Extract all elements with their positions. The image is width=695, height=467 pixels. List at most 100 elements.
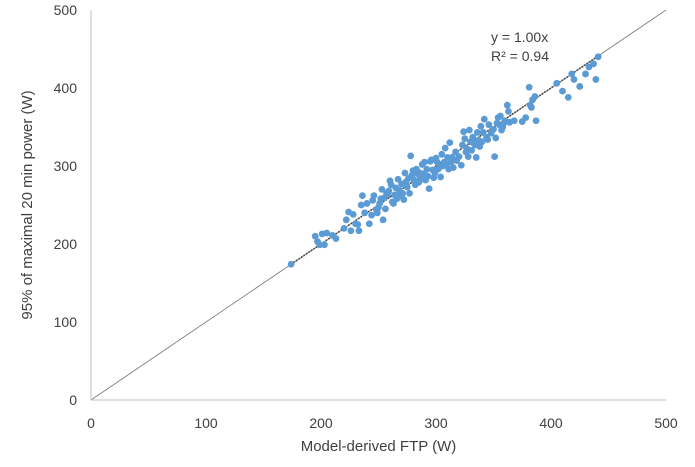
data-point (321, 241, 328, 249)
y-tick-label: 200 (54, 236, 78, 252)
y-tick-label: 0 (69, 392, 77, 408)
data-point (592, 76, 600, 83)
data-point (568, 70, 576, 78)
data-point (365, 220, 373, 228)
data-point (464, 153, 472, 161)
data-point (446, 139, 454, 147)
x-tick-label: 300 (424, 415, 448, 431)
y-tick-label: 300 (54, 158, 78, 174)
data-point (452, 148, 459, 156)
data-point (403, 183, 411, 191)
data-point (438, 150, 446, 158)
data-point (491, 153, 499, 161)
data-point (421, 158, 428, 166)
data-point (455, 153, 463, 161)
data-point (525, 83, 533, 91)
x-tick-label: 500 (654, 415, 678, 431)
data-point (477, 122, 485, 130)
x-axis-title: Model-derived FTP (W) (301, 438, 457, 455)
data-point (522, 114, 530, 122)
data-point (379, 216, 387, 224)
data-point (564, 93, 572, 101)
data-point (465, 126, 473, 134)
data-point (492, 134, 500, 142)
data-point (497, 112, 504, 120)
tick-labels: 0 100 200 300 400 500 0 100 200 300 400 500 (54, 2, 678, 431)
data-point (484, 136, 492, 143)
trendline-equation: y = 1.00x (491, 29, 548, 45)
data-point (457, 161, 465, 169)
data-point (570, 76, 578, 83)
data-point (382, 205, 389, 213)
data-point (590, 60, 597, 68)
data-point (423, 165, 431, 173)
y-tick-label: 500 (54, 2, 78, 18)
data-point (363, 200, 371, 207)
data-point (528, 104, 535, 111)
data-point (287, 260, 295, 268)
data-point (437, 173, 444, 181)
data-point (400, 196, 408, 203)
data-point (349, 210, 357, 218)
data-point (425, 185, 433, 193)
data-point (480, 115, 488, 123)
x-tick-label: 100 (194, 415, 218, 431)
data-point (559, 87, 566, 95)
x-tick-label: 400 (539, 415, 563, 431)
data-point (594, 53, 602, 61)
x-tick-label: 0 (87, 415, 95, 431)
data-point (311, 232, 319, 240)
data-point (468, 147, 476, 154)
data-point (361, 209, 369, 217)
data-point (553, 79, 561, 87)
data-point (469, 133, 477, 141)
data-point (394, 175, 402, 183)
data-point (531, 93, 539, 100)
r-squared-label: R² = 0.94 (491, 48, 549, 64)
data-point (460, 128, 467, 136)
data-point (441, 144, 449, 152)
data-point (472, 154, 480, 161)
data-point (479, 129, 487, 136)
data-point (503, 101, 511, 109)
data-point (399, 189, 407, 197)
data-point (449, 164, 457, 171)
data-point (532, 117, 540, 125)
data-point (332, 235, 340, 242)
data-point (354, 221, 362, 228)
data-point (478, 138, 486, 146)
y-tick-label: 400 (54, 80, 78, 96)
data-point (576, 83, 584, 90)
x-tick-label: 200 (309, 415, 333, 431)
data-point (485, 121, 493, 129)
data-point (424, 172, 432, 180)
y-tick-label: 100 (54, 314, 78, 330)
data-point (401, 169, 409, 177)
data-point (368, 211, 375, 219)
axes (90, 10, 666, 401)
data-point (378, 186, 386, 193)
data-point (359, 192, 366, 200)
data-point (510, 117, 518, 125)
data-point (582, 70, 589, 78)
data-point (390, 200, 397, 207)
data-point (355, 227, 363, 235)
data-point (357, 201, 365, 209)
data-point (385, 187, 393, 195)
data-point (370, 192, 378, 200)
data-point (505, 108, 512, 115)
data-point (490, 125, 497, 133)
data-point (407, 152, 415, 160)
data-points (287, 53, 602, 268)
data-point (342, 216, 350, 224)
data-point (340, 225, 348, 232)
data-point (347, 227, 355, 235)
data-point (323, 229, 331, 237)
data-point (373, 209, 381, 217)
data-point (406, 189, 413, 197)
data-point (459, 141, 466, 149)
y-axis-title: 95% of maximal 20 min power (W) (19, 90, 36, 319)
data-point (461, 135, 469, 143)
data-point (474, 129, 481, 136)
